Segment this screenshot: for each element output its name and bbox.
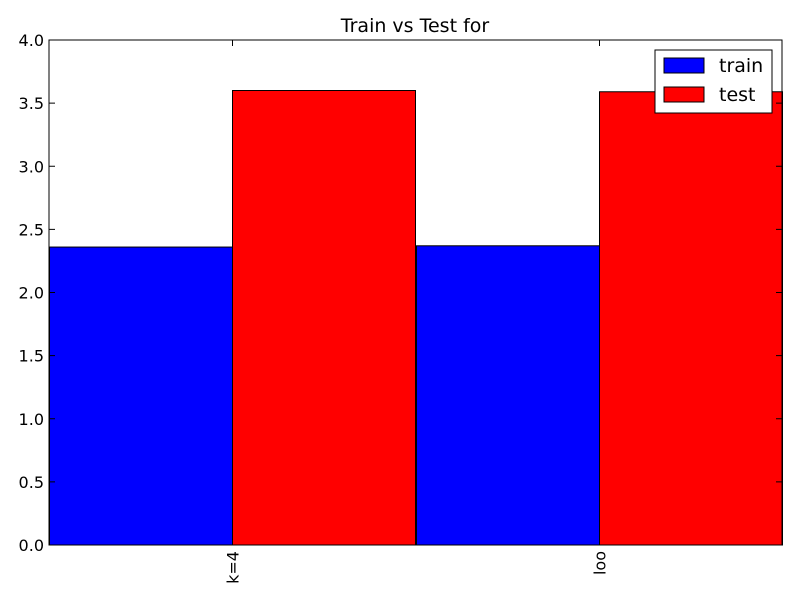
bars-group (49, 90, 783, 546)
bar-train-k=4 (49, 246, 233, 546)
bar-test-loo (599, 91, 783, 546)
y-tick-label: 4.0 (19, 31, 44, 50)
y-tick-label: 2.0 (19, 284, 44, 303)
legend-swatch-train (663, 57, 705, 74)
y-tick-label: 1.5 (19, 347, 44, 366)
bar-train-loo (416, 245, 600, 546)
y-tick-label: 0.0 (19, 536, 44, 555)
chart-title: Train vs Test for (340, 15, 490, 37)
y-tick-label: 3.0 (19, 157, 44, 176)
y-axis: 0.0 0.5 1.0 1.5 2.0 2.5 3.0 3.5 4.0 (19, 31, 782, 555)
x-axis: k=4 loo (224, 40, 610, 584)
legend-swatch-test (663, 86, 705, 103)
x-tick-label: loo (591, 551, 610, 575)
legend: train test (654, 49, 773, 114)
y-tick-label: 2.5 (19, 220, 44, 239)
bar-test-k=4 (232, 90, 416, 546)
y-tick-label: 1.0 (19, 410, 44, 429)
x-tick-label: k=4 (224, 551, 243, 584)
y-tick-label: 0.5 (19, 473, 44, 492)
y-tick-label: 3.5 (19, 94, 44, 113)
legend-label-test: test (719, 84, 756, 106)
legend-label-train: train (719, 55, 763, 77)
